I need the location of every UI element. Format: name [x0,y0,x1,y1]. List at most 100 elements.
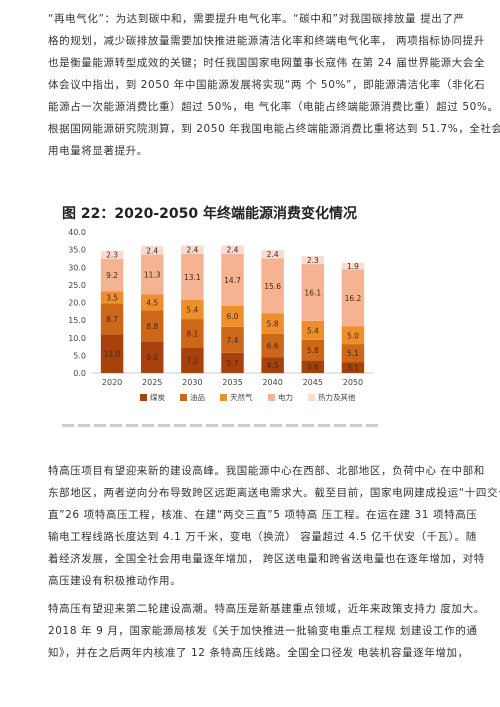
bar-segment [140,341,164,373]
data-label: 4.5 [267,361,279,370]
x-tick-label: 2040 [262,378,282,387]
text-line: 知》，并在之后两年内核准了 12 条特高压线路。全国全口径发 电装机容量逐年增加… [48,647,469,659]
data-label: 5.8 [307,346,319,355]
legend-label: 油品 [190,392,205,402]
data-label: 11.0 [104,350,121,359]
data-label: 13.1 [184,273,201,282]
bar-segment [341,326,365,345]
data-label: 7.4 [227,336,239,345]
bar-segment [301,360,325,373]
legend-swatch [140,394,147,401]
legend-swatch [180,394,187,401]
data-label: 9.2 [106,271,118,280]
x-tick-label: 2045 [303,378,323,387]
text-line: 特高压项目有望迎来新的建设高峰。我国能源中心在西部、北部地区，负荷中心 在中部和 [48,465,485,477]
bar-segment [140,246,164,255]
text-line: 输电工程线路长度达到 4.1 万千米，变电（换流） 容量超过 4.5 亿千伏安（… [48,531,477,543]
legend-swatch [308,394,315,401]
bar-segment [221,352,244,373]
bar-segment [221,326,244,353]
y-tick-label: 10.0 [68,334,86,343]
legend-label: 煤炭 [150,392,165,402]
data-label: 7.2 [186,356,198,365]
data-label: 5.4 [186,306,198,315]
bar-segment [140,294,164,311]
bar-segment [100,334,124,373]
data-label: 2.4 [186,246,198,255]
data-label: 3.5 [106,293,118,302]
bar-segment [221,305,244,327]
data-label: 8.8 [146,322,158,331]
bar-segment [301,264,325,321]
bar-segment [181,245,204,254]
legend-label: 热力及其他 [318,392,356,402]
y-tick-label: 30.0 [68,263,86,272]
bar-segment [140,254,164,295]
bar-segment [100,291,124,304]
y-tick-label: 35.0 [68,246,86,255]
text-line: 2018 年 9 月，国家能源局核发《关于加快推进一批输变电重点工程规 划建设工… [48,625,478,637]
x-tick-label: 2050 [343,378,363,387]
data-label: 5.1 [347,349,359,358]
data-label: 11.3 [144,270,161,279]
data-label: 9.0 [146,353,158,362]
y-tick-label: 20.0 [68,299,86,308]
text-line: 直”26 项特高压工程，核准、在建“两交三直”5 项特高 压工程。在运在建 31… [48,509,478,521]
energy-consumption-chart: 0.0 5.0 10.0 15.0 20.0 25.0 30.0 35.0 40.0 11.0 8.… [68,228,373,402]
text-line: 东部地区，两者逆向分布导致跨区远距离送电需求大。截至目前，国家电网建成投运“十四… [48,487,500,499]
data-label: 3.1 [347,364,359,373]
y-tick-label: 40.0 [68,228,86,237]
text-line: 特高压有望迎来第二轮建设高潮。特高压是新基建重点领域，近年来政策支持力 度加大。 [48,603,485,615]
data-label: 6.0 [227,312,239,321]
bar-segment [181,347,204,373]
data-label: 1.9 [347,262,359,271]
bar-segment [181,253,204,301]
data-label: 4.5 [146,298,158,307]
bar-segment [301,255,325,265]
legend-label: 天然气 [230,392,253,402]
bar-segment [221,253,244,306]
bar-segment [140,310,164,342]
y-tick-label: 15.0 [68,316,86,325]
bar-segment [181,300,204,320]
bar-segment [341,262,365,270]
source-note-divider [62,424,382,427]
bar-segment [261,313,284,334]
legend-swatch [268,394,275,401]
bar-segment [100,258,124,292]
y-tick-label: 5.0 [73,351,86,360]
bar-segment [261,333,284,358]
bar-segment [100,303,124,335]
bar-segment [341,269,365,327]
data-label: 5.7 [227,359,239,368]
bar-segment [181,319,204,348]
data-label: 8.1 [186,329,198,338]
data-label: 16.2 [345,294,362,303]
text-line: 着经济发展，全国全社会用电量逐年增加， 跨区送电量和跨省送电量也在逐年增加，对特 [48,553,485,565]
legend-swatch [220,394,227,401]
data-label: 6.6 [267,342,279,351]
bar-segment [301,339,325,361]
data-label: 15.6 [264,282,281,291]
bar-segment [221,245,244,254]
y-tick-label: 0.0 [73,369,86,378]
data-label: 5.8 [267,320,279,329]
bar-segment [261,249,284,259]
text-line: 根据国网能源研究院测算，到 2050 年我国电能占终端能源消费比重将达到 51.… [48,123,500,135]
text-line: 也是衡量能源转型成效的关键；时任我国国家电网董事长寇伟 在第 24 届世界能源大… [48,57,486,69]
text-line: 体会议中指出，到 2050 年中国能源发展将实现“两 个 50%”，即能源清洁化… [48,79,486,91]
text-line: 用电量将显著提升。 [48,145,148,157]
legend-label: 电力 [278,392,293,402]
paragraph-uhv-second-wave: 特高压有望迎来第二轮建设高潮。特高压是新基建重点领域，近年来政策支持力 度加大。… [48,598,485,664]
x-tick-label: 2030 [182,378,202,387]
bar-segment [341,362,365,373]
data-label: 5.0 [347,331,359,340]
paragraph-uhv-peak: 特高压项目有望迎来新的建设高峰。我国能源中心在西部、北部地区，负荷中心 在中部和… [48,460,500,592]
figure-title: 图 22：2020-2050 年终端能源消费变化情况 [62,206,357,222]
text-line: 格的规划，减少碳排放量需要加快推进能源清洁化率和终端电气化率， 两项指标协同提升 [48,35,485,47]
text-line: 高压建设有积极推动作用。 [48,575,182,587]
bar-segment [100,250,124,259]
x-tick-label: 2035 [222,378,242,387]
data-label: 8.7 [106,315,118,324]
text-line: 能源占一次能源消费比重）超过 50%，电 气化率（电能占终端能源消费比重）超过 … [48,101,499,113]
